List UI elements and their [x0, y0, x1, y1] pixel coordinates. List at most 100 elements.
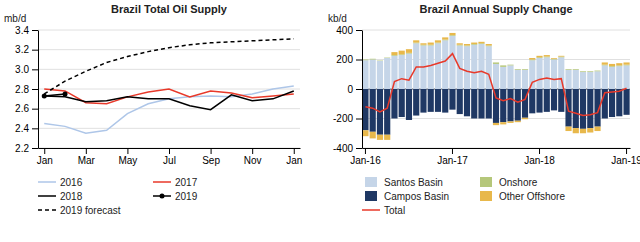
- x-tick: Nov: [244, 148, 262, 166]
- legend-swatch: [38, 209, 56, 211]
- bar: [486, 44, 492, 45]
- bar-series: [362, 33, 629, 140]
- legend-item: Onshore: [480, 177, 538, 188]
- tick-mark: [32, 30, 38, 31]
- y-tick: 3.4: [15, 25, 38, 36]
- bar: [507, 65, 513, 89]
- legend-item: 2016: [38, 177, 83, 188]
- marker: [63, 91, 68, 96]
- bar: [442, 89, 448, 113]
- legend-swatch: [153, 181, 171, 183]
- tick-mark: [356, 30, 362, 31]
- bar: [536, 56, 542, 57]
- y-tick: 3.0: [15, 64, 38, 75]
- tick-mark: [211, 148, 212, 154]
- bar: [558, 89, 564, 112]
- bar: [391, 89, 397, 119]
- bar: [493, 89, 499, 123]
- bar: [573, 89, 579, 128]
- legend-item: 2017: [153, 177, 198, 188]
- bar: [573, 128, 579, 133]
- tick-mark: [452, 148, 453, 154]
- y-tick: -400: [333, 143, 362, 154]
- bar: [370, 132, 376, 139]
- bar: [609, 67, 615, 89]
- tick-label: Nov: [244, 155, 262, 166]
- bar: [493, 62, 499, 63]
- bar: [551, 89, 557, 110]
- bar: [399, 51, 405, 55]
- bar: [420, 44, 426, 46]
- bar: [406, 89, 412, 120]
- tick-mark: [294, 148, 295, 154]
- bar: [544, 56, 550, 58]
- bar: [413, 89, 419, 116]
- tick-mark: [127, 148, 128, 154]
- bar: [486, 45, 492, 47]
- bar: [457, 43, 463, 44]
- bar: [515, 89, 521, 121]
- x-tick: Jul: [163, 148, 176, 166]
- tick-mark: [252, 148, 253, 154]
- bar: [384, 135, 390, 140]
- bar: [449, 36, 455, 89]
- tick-label: -200: [333, 113, 353, 124]
- bar: [551, 58, 557, 60]
- legend-label: 2017: [175, 177, 198, 188]
- bar: [486, 89, 492, 119]
- legend-swatch: [480, 177, 492, 187]
- legend: Santos BasinOnshoreCampos BasinOther Off…: [362, 177, 565, 216]
- bar: [442, 37, 448, 39]
- legend-label: Santos Basin: [384, 177, 443, 188]
- legend-swatch: [38, 195, 56, 197]
- axis-domain: [362, 31, 363, 149]
- x-tick: May: [118, 148, 137, 166]
- bar: [551, 58, 557, 60]
- bar: [493, 64, 499, 89]
- x-tick: Jan-18: [524, 148, 555, 166]
- tick-label: 0: [347, 84, 353, 95]
- tick-label: -400: [333, 143, 353, 154]
- bar: [428, 89, 434, 112]
- bar: [449, 33, 455, 35]
- tick-label: Mar: [78, 155, 96, 166]
- tick-label: Jan-16: [350, 155, 381, 166]
- legend-swatch: [362, 209, 380, 211]
- tick-mark: [86, 148, 87, 154]
- y-axis-label: mb/d: [4, 13, 26, 24]
- bar: [406, 49, 412, 53]
- tick-mark: [356, 89, 362, 90]
- y-tick: 3.2: [15, 44, 38, 55]
- legend-item: Total: [362, 205, 405, 216]
- bar: [464, 89, 470, 116]
- bar: [573, 70, 579, 89]
- bar: [478, 44, 484, 89]
- tick-mark: [32, 50, 38, 51]
- legend-item: Campos Basin: [365, 191, 449, 202]
- bar: [420, 89, 426, 113]
- bar: [529, 60, 535, 89]
- bar: [536, 89, 542, 113]
- bar: [370, 60, 376, 90]
- bar: [493, 123, 499, 125]
- tick-label: 2.8: [15, 84, 29, 95]
- y-tick: 2.2: [15, 143, 38, 154]
- grid-line: [38, 108, 300, 109]
- bar: [500, 122, 506, 124]
- legend: 20162017201820192019 forecast: [38, 177, 198, 216]
- bar: [420, 43, 426, 44]
- tick-label: Sep: [202, 155, 220, 166]
- tick-label: May: [118, 155, 137, 166]
- y-tick: 400: [336, 25, 362, 36]
- bar: [522, 69, 528, 71]
- panel: JanMarMayJulSepNovJan2.22.42.62.83.03.23…: [4, 3, 302, 216]
- bar: [544, 55, 550, 56]
- bar: [507, 121, 513, 122]
- tick-mark: [32, 109, 38, 110]
- y-tick: 200: [336, 54, 362, 65]
- bar: [536, 57, 542, 59]
- tick-mark: [356, 60, 362, 61]
- bar: [500, 89, 506, 122]
- tick-label: Jan: [37, 155, 53, 166]
- chart-canvas: JanMarMayJulSepNovJan2.22.42.62.83.03.23…: [0, 0, 640, 242]
